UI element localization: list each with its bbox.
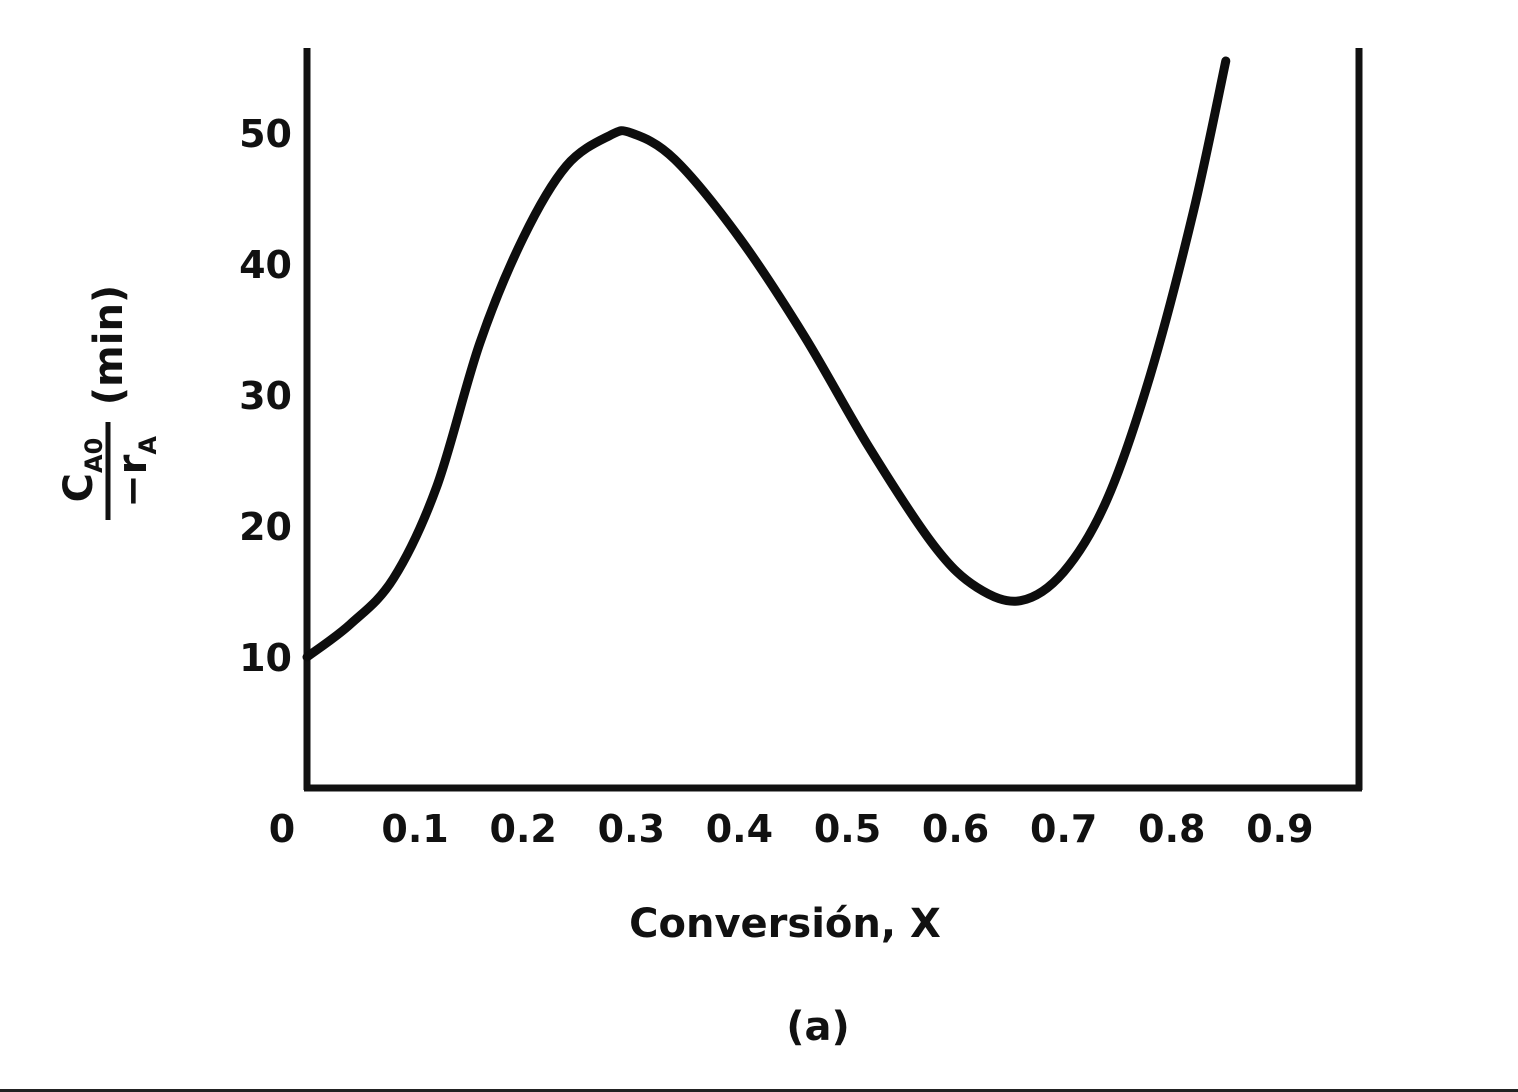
y-tick-label: 40	[239, 243, 292, 287]
y-tick-label: 50	[239, 112, 292, 156]
y-tick-label: 20	[239, 505, 292, 549]
x-tick-label: 0	[269, 807, 295, 851]
figure-caption: (a)	[786, 1004, 850, 1050]
x-tick-labels: 0 0.1 0.2 0.3 0.4 0.5 0.6 0.7 0.8 0.9	[269, 807, 1314, 851]
bottom-divider	[0, 1089, 1518, 1092]
y-tick-labels: 10 20 30 40 50	[239, 112, 292, 680]
x-tick-label: 0.3	[598, 807, 665, 851]
y-tick-label: 30	[239, 374, 292, 418]
y-axis-numerator: CA0	[56, 438, 108, 503]
y-axis-unit: (min)	[86, 285, 132, 405]
y-axis-denominator-subscript: A	[134, 436, 162, 455]
x-tick-label: 0.6	[922, 807, 989, 851]
x-tick-label: 0.8	[1138, 807, 1205, 851]
y-axis-denominator: −rA	[110, 436, 162, 508]
x-tick-label: 0.4	[706, 807, 773, 851]
y-axis-title: CA0 −rA (min)	[56, 285, 162, 520]
x-tick-label: 0.5	[814, 807, 881, 851]
x-axis-title: Conversión, X	[629, 901, 941, 947]
y-tick-label: 10	[239, 636, 292, 680]
x-tick-label: 0.7	[1030, 807, 1097, 851]
x-tick-label: 0.2	[490, 807, 557, 851]
series-line	[302, 56, 1231, 662]
x-tick-label: 0.1	[381, 807, 448, 851]
series-layer	[302, 56, 1231, 662]
x-tick-label: 0.9	[1246, 807, 1313, 851]
plot-frame	[303, 48, 1363, 792]
y-axis-numerator-subscript: A0	[80, 438, 108, 473]
